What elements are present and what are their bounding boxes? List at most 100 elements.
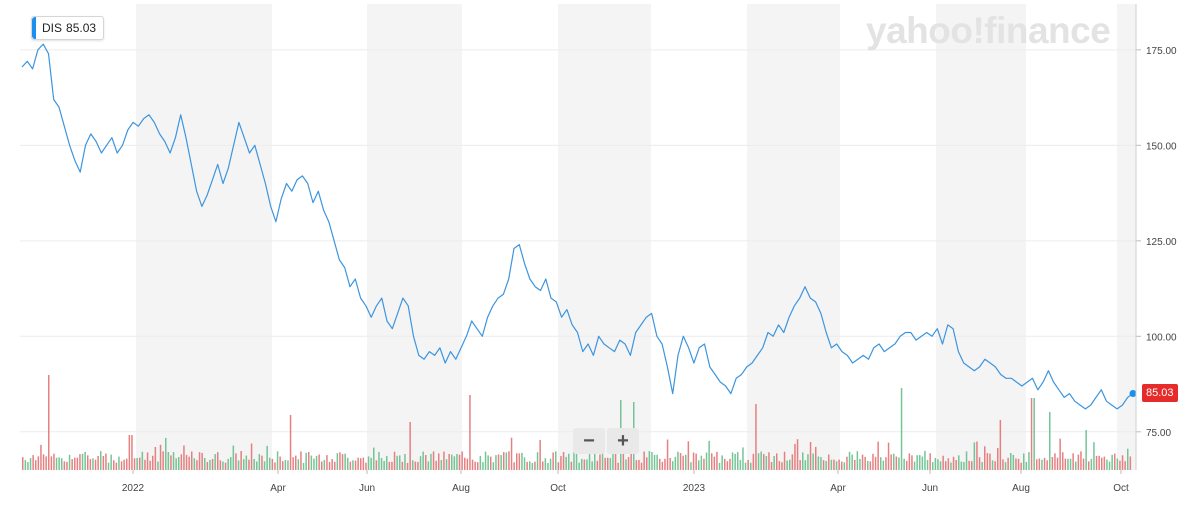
volume-bar <box>729 458 731 470</box>
volume-bar <box>617 462 619 470</box>
volume-bar <box>677 451 679 470</box>
volume-bar <box>583 459 586 470</box>
volume-bar <box>656 454 658 470</box>
volume-bar <box>175 458 177 470</box>
volume-bar <box>781 462 783 470</box>
volume-bar <box>854 460 856 470</box>
volume-bar <box>1020 462 1022 470</box>
volume-bar <box>802 452 804 470</box>
volume-bar <box>757 453 760 470</box>
volume-bar <box>713 456 716 470</box>
volume-bar <box>162 451 164 470</box>
volume-bar <box>146 452 149 470</box>
volume-bar <box>674 456 677 470</box>
volume-bar <box>113 460 115 470</box>
volume-bar <box>432 451 435 470</box>
volume-bar <box>133 458 136 470</box>
volume-bar <box>869 461 872 470</box>
y-axis-labels: 175.00 150.00 125.00 100.00 75.00 <box>1135 4 1177 470</box>
volume-bar <box>310 455 313 470</box>
volume-bar <box>734 453 736 470</box>
volume-bar <box>258 454 261 470</box>
volume-bar <box>976 441 978 470</box>
zoom-in-button[interactable]: + <box>607 428 639 454</box>
volume-bar <box>568 453 570 470</box>
volume-bar <box>167 452 170 470</box>
volume-bar <box>1049 412 1051 470</box>
volume-bar <box>482 462 484 470</box>
volume-bar <box>170 455 172 470</box>
volume-bar <box>94 459 97 470</box>
volume-bar <box>253 459 255 470</box>
volume-bar <box>1002 459 1004 470</box>
volume-bar <box>609 458 612 470</box>
volume-bar <box>211 459 214 470</box>
volume-bar <box>289 415 292 470</box>
volume-bar <box>804 460 807 470</box>
volume-bar <box>55 457 58 470</box>
volume-bar <box>1080 451 1082 470</box>
volume-bar <box>1015 458 1017 470</box>
volume-bar <box>22 457 24 470</box>
volume-bar <box>973 442 976 470</box>
volume-bar <box>783 451 786 470</box>
volume-bar <box>552 452 554 470</box>
month-band <box>367 4 462 470</box>
volume-bar <box>1046 460 1048 470</box>
volume-bar <box>830 459 833 470</box>
volume-bar <box>588 453 591 470</box>
volume-bar <box>726 461 729 470</box>
volume-bar <box>508 451 510 470</box>
volume-bar <box>575 451 578 470</box>
ticker-badge[interactable]: DIS 85.03 <box>31 16 105 40</box>
volume-bar <box>882 460 885 470</box>
volume-bar <box>271 458 274 470</box>
volume-bar <box>40 444 42 470</box>
volume-bar <box>648 451 651 470</box>
volume-bar <box>898 457 900 470</box>
volume-bar <box>386 455 388 470</box>
volume-bar <box>747 460 749 470</box>
volume-bar <box>297 459 300 470</box>
volume-bar <box>154 447 157 470</box>
zoom-controls: − + <box>573 428 639 454</box>
volume-bar <box>796 439 799 470</box>
zoom-out-button[interactable]: − <box>573 428 605 454</box>
volume-bar <box>500 455 502 470</box>
volume-bar <box>1030 398 1033 470</box>
volume-bar <box>872 453 874 470</box>
volume-bar <box>222 461 224 470</box>
volume-bar <box>510 437 513 470</box>
volume-bar <box>178 457 180 470</box>
volume-bar <box>191 451 193 470</box>
volume-bar <box>947 458 950 470</box>
volume-bar <box>799 460 801 470</box>
volume-bar <box>643 451 645 470</box>
volume-bar <box>614 451 617 470</box>
volume-bar <box>341 454 344 470</box>
volume-bar <box>867 460 869 470</box>
volume-bar <box>240 451 242 470</box>
volume-bar <box>84 451 86 470</box>
volume-bar <box>1088 461 1090 470</box>
volume-bar <box>492 462 495 470</box>
volume-bar <box>773 456 775 470</box>
volume-bar <box>687 441 690 470</box>
volume-bar <box>365 462 367 470</box>
volume-bar <box>565 456 567 470</box>
volume-bar <box>994 461 996 470</box>
volume-bar <box>864 456 866 470</box>
volume-bar <box>279 456 281 470</box>
volume-bar <box>383 461 385 470</box>
volume-bar <box>1124 461 1126 470</box>
volume-bar <box>201 453 203 470</box>
volume-bar <box>711 453 713 470</box>
volume-bar <box>939 461 942 470</box>
volume-bar <box>1054 453 1056 470</box>
volume-bar <box>461 451 463 470</box>
volume-bar <box>838 459 840 470</box>
volume-bar <box>266 445 268 470</box>
volume-bar <box>487 455 489 470</box>
